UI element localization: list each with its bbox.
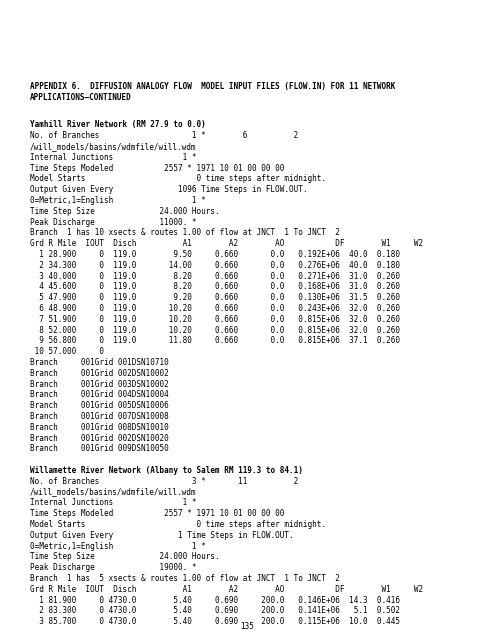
Text: 9 56.800     0  119.0       11.80     0.660       0.0   0.815E+06  37.1  0.260: 9 56.800 0 119.0 11.80 0.660 0.0 0.815E+… xyxy=(30,337,400,346)
Text: Time Step Size              24.000 Hours.: Time Step Size 24.000 Hours. xyxy=(30,552,220,561)
Text: Willamette River Network (Albany to Salem RM 119.3 to 84.1): Willamette River Network (Albany to Sale… xyxy=(30,466,303,475)
Text: 0=Metric,1=English                 1 *: 0=Metric,1=English 1 * xyxy=(30,196,206,205)
Text: Model Starts                        0 time steps after midnight.: Model Starts 0 time steps after midnight… xyxy=(30,174,326,184)
Text: Peak Discharge              19000. *: Peak Discharge 19000. * xyxy=(30,563,197,572)
Text: 2 34.300     0  119.0       14.00     0.660       0.0   0.276E+06  40.0  0.180: 2 34.300 0 119.0 14.00 0.660 0.0 0.276E+… xyxy=(30,260,400,270)
Text: 4 45.600     0  119.0        8.20     0.660       0.0   0.168E+06  31.0  0.260: 4 45.600 0 119.0 8.20 0.660 0.0 0.168E+0… xyxy=(30,282,400,291)
Text: Branch     001Grid 001DSN10710: Branch 001Grid 001DSN10710 xyxy=(30,358,169,367)
Text: Time Steps Modeled           2557 * 1971 10 01 00 00 00: Time Steps Modeled 2557 * 1971 10 01 00 … xyxy=(30,509,284,518)
Text: 8 52.000     0  119.0       10.20     0.660       0.0   0.815E+06  32.0  0.260: 8 52.000 0 119.0 10.20 0.660 0.0 0.815E+… xyxy=(30,326,400,335)
Text: 3 40.000     0  119.0        8.20     0.660       0.0   0.271E+06  31.0  0.260: 3 40.000 0 119.0 8.20 0.660 0.0 0.271E+0… xyxy=(30,271,400,280)
Text: Time Step Size              24.000 Hours.: Time Step Size 24.000 Hours. xyxy=(30,207,220,216)
Text: 135: 135 xyxy=(241,622,254,631)
Text: 5 47.900     0  119.0        9.20     0.660       0.0   0.130E+06  31.5  0.260: 5 47.900 0 119.0 9.20 0.660 0.0 0.130E+0… xyxy=(30,293,400,302)
Text: 6 48.900     0  119.0       10.20     0.660       0.0   0.243E+06  32.0  0.260: 6 48.900 0 119.0 10.20 0.660 0.0 0.243E+… xyxy=(30,304,400,313)
Text: Branch     001Grid 005DSN10006: Branch 001Grid 005DSN10006 xyxy=(30,401,169,410)
Text: 0=Metric,1=English                 1 *: 0=Metric,1=English 1 * xyxy=(30,541,206,550)
Text: 1 28.900     0  119.0        9.50     0.660       0.0   0.192E+06  40.0  0.180: 1 28.900 0 119.0 9.50 0.660 0.0 0.192E+0… xyxy=(30,250,400,259)
Text: No. of Branches                    1 *        6          2: No. of Branches 1 * 6 2 xyxy=(30,131,298,140)
Text: 10 57.000     0: 10 57.000 0 xyxy=(30,347,104,356)
Text: Grd R Mile  IOUT  Disch          A1        A2        AO           DF        W1  : Grd R Mile IOUT Disch A1 A2 AO DF W1 xyxy=(30,585,423,594)
Text: APPENDIX 6.  DIFFUSION ANALOGY FLOW  MODEL INPUT FILES (FLOW.IN) FOR 11 NETWORK: APPENDIX 6. DIFFUSION ANALOGY FLOW MODEL… xyxy=(30,82,396,91)
Text: Model Starts                        0 time steps after midnight.: Model Starts 0 time steps after midnight… xyxy=(30,520,326,529)
Text: 3 85.700     0 4730.0        5.40     0.690     200.0   0.115E+06  10.0  0.445: 3 85.700 0 4730.0 5.40 0.690 200.0 0.115… xyxy=(30,617,400,626)
Text: Yamhill River Network (RM 27.9 to 0.0): Yamhill River Network (RM 27.9 to 0.0) xyxy=(30,120,206,129)
Text: Time Steps Modeled           2557 * 1971 10 01 00 00 00: Time Steps Modeled 2557 * 1971 10 01 00 … xyxy=(30,164,284,173)
Text: Output Given Every              1096 Time Steps in FLOW.OUT.: Output Given Every 1096 Time Steps in FL… xyxy=(30,185,307,194)
Text: Branch     001Grid 008DSN10010: Branch 001Grid 008DSN10010 xyxy=(30,423,169,432)
Text: Branch     001Grid 004DSN10004: Branch 001Grid 004DSN10004 xyxy=(30,390,169,399)
Text: Branch  1 has  5 xsects & routes 1.00 of flow at JNCT  1 To JNCT  2: Branch 1 has 5 xsects & routes 1.00 of f… xyxy=(30,574,340,583)
Text: Branch     001Grid 009DSN10050: Branch 001Grid 009DSN10050 xyxy=(30,444,169,453)
Text: Peak Discharge              11000. *: Peak Discharge 11000. * xyxy=(30,218,197,227)
Text: APPLICATIONS—CONTINUED: APPLICATIONS—CONTINUED xyxy=(30,93,132,102)
Text: Output Given Every              1 Time Steps in FLOW.OUT.: Output Given Every 1 Time Steps in FLOW.… xyxy=(30,531,294,540)
Text: 7 51.900     0  119.0       10.20     0.660       0.0   0.815E+06  32.0  0.260: 7 51.900 0 119.0 10.20 0.660 0.0 0.815E+… xyxy=(30,315,400,324)
Text: Branch     001Grid 002DSN10020: Branch 001Grid 002DSN10020 xyxy=(30,433,169,443)
Text: Branch     001Grid 002DSN10002: Branch 001Grid 002DSN10002 xyxy=(30,369,169,378)
Text: 2 83.300     0 4730.0        5.40     0.690     200.0   0.141E+06   5.1  0.502: 2 83.300 0 4730.0 5.40 0.690 200.0 0.141… xyxy=(30,607,400,616)
Text: Internal Junctions               1 *: Internal Junctions 1 * xyxy=(30,499,197,508)
Text: No. of Branches                    3 *       11          2: No. of Branches 3 * 11 2 xyxy=(30,477,298,486)
Text: Branch  1 has 10 xsects & routes 1.00 of flow at JNCT  1 To JNCT  2: Branch 1 has 10 xsects & routes 1.00 of … xyxy=(30,228,340,237)
Text: Branch     001Grid 007DSN10008: Branch 001Grid 007DSN10008 xyxy=(30,412,169,421)
Text: /will_models/basins/wdmfile/will.wdm: /will_models/basins/wdmfile/will.wdm xyxy=(30,488,197,497)
Text: 1 81.900     0 4730.0        5.40     0.690     200.0   0.146E+06  14.3  0.416: 1 81.900 0 4730.0 5.40 0.690 200.0 0.146… xyxy=(30,596,400,605)
Text: /will_models/basins/wdmfile/will.wdm: /will_models/basins/wdmfile/will.wdm xyxy=(30,142,197,151)
Text: Internal Junctions               1 *: Internal Junctions 1 * xyxy=(30,153,197,162)
Text: Grd R Mile  IOUT  Disch          A1        A2        AO           DF        W1  : Grd R Mile IOUT Disch A1 A2 AO DF W1 xyxy=(30,239,423,248)
Text: Branch     001Grid 003DSN10002: Branch 001Grid 003DSN10002 xyxy=(30,380,169,388)
